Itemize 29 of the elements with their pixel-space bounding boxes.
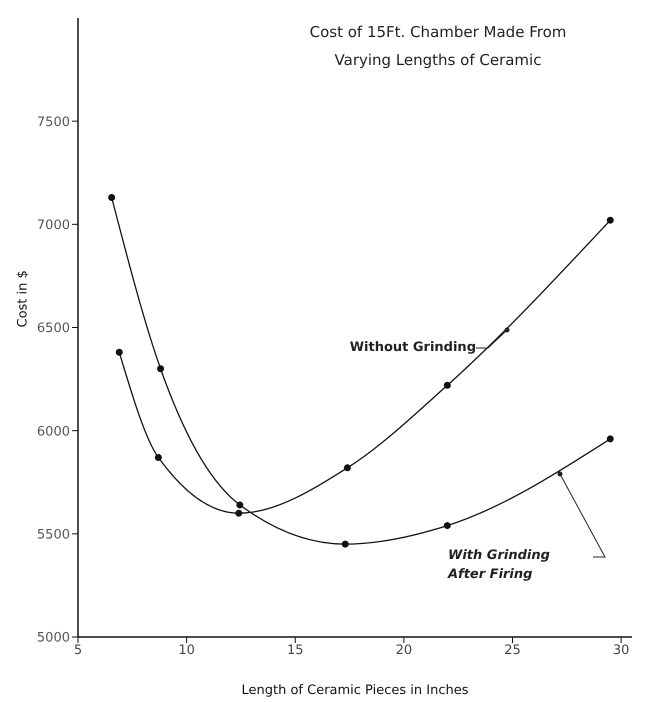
x-tick-label: 30: [612, 643, 630, 658]
y-tick-label: 6500: [36, 321, 70, 336]
x-tick-label: 5: [74, 643, 82, 658]
point: [236, 501, 244, 508]
y-tick-label: 7500: [36, 114, 70, 130]
point: [157, 365, 164, 372]
y-tick-label: 7000: [36, 218, 70, 233]
x-tick-label: 20: [396, 643, 412, 658]
y-axis-title: Cost in $: [16, 270, 31, 328]
point: [344, 464, 351, 472]
series-label: With Grinding After Firing: [448, 547, 551, 584]
text: Cost of 15Ft. Chamber Made From Varying Lengths of Ceramic: [308, 22, 568, 71]
x-tick-label: 15: [286, 643, 304, 658]
x-tick-label: 10: [178, 643, 195, 658]
x-tick-label: 25: [504, 643, 521, 658]
series-label: Without Grinding: [348, 339, 476, 357]
y-tick-label: 6000: [36, 424, 70, 440]
point: [342, 540, 349, 548]
point: [108, 194, 116, 202]
point: [606, 435, 614, 442]
point: [116, 348, 123, 356]
y-tick-label: 5500: [36, 527, 70, 542]
x-axis-title: Length of Ceramic Pieces in Inches: [241, 683, 469, 698]
point: [606, 216, 614, 224]
y-tick-label: 5000: [36, 630, 70, 646]
point: [444, 522, 451, 530]
point: [444, 382, 451, 389]
point: [235, 510, 242, 517]
point: [154, 454, 162, 461]
